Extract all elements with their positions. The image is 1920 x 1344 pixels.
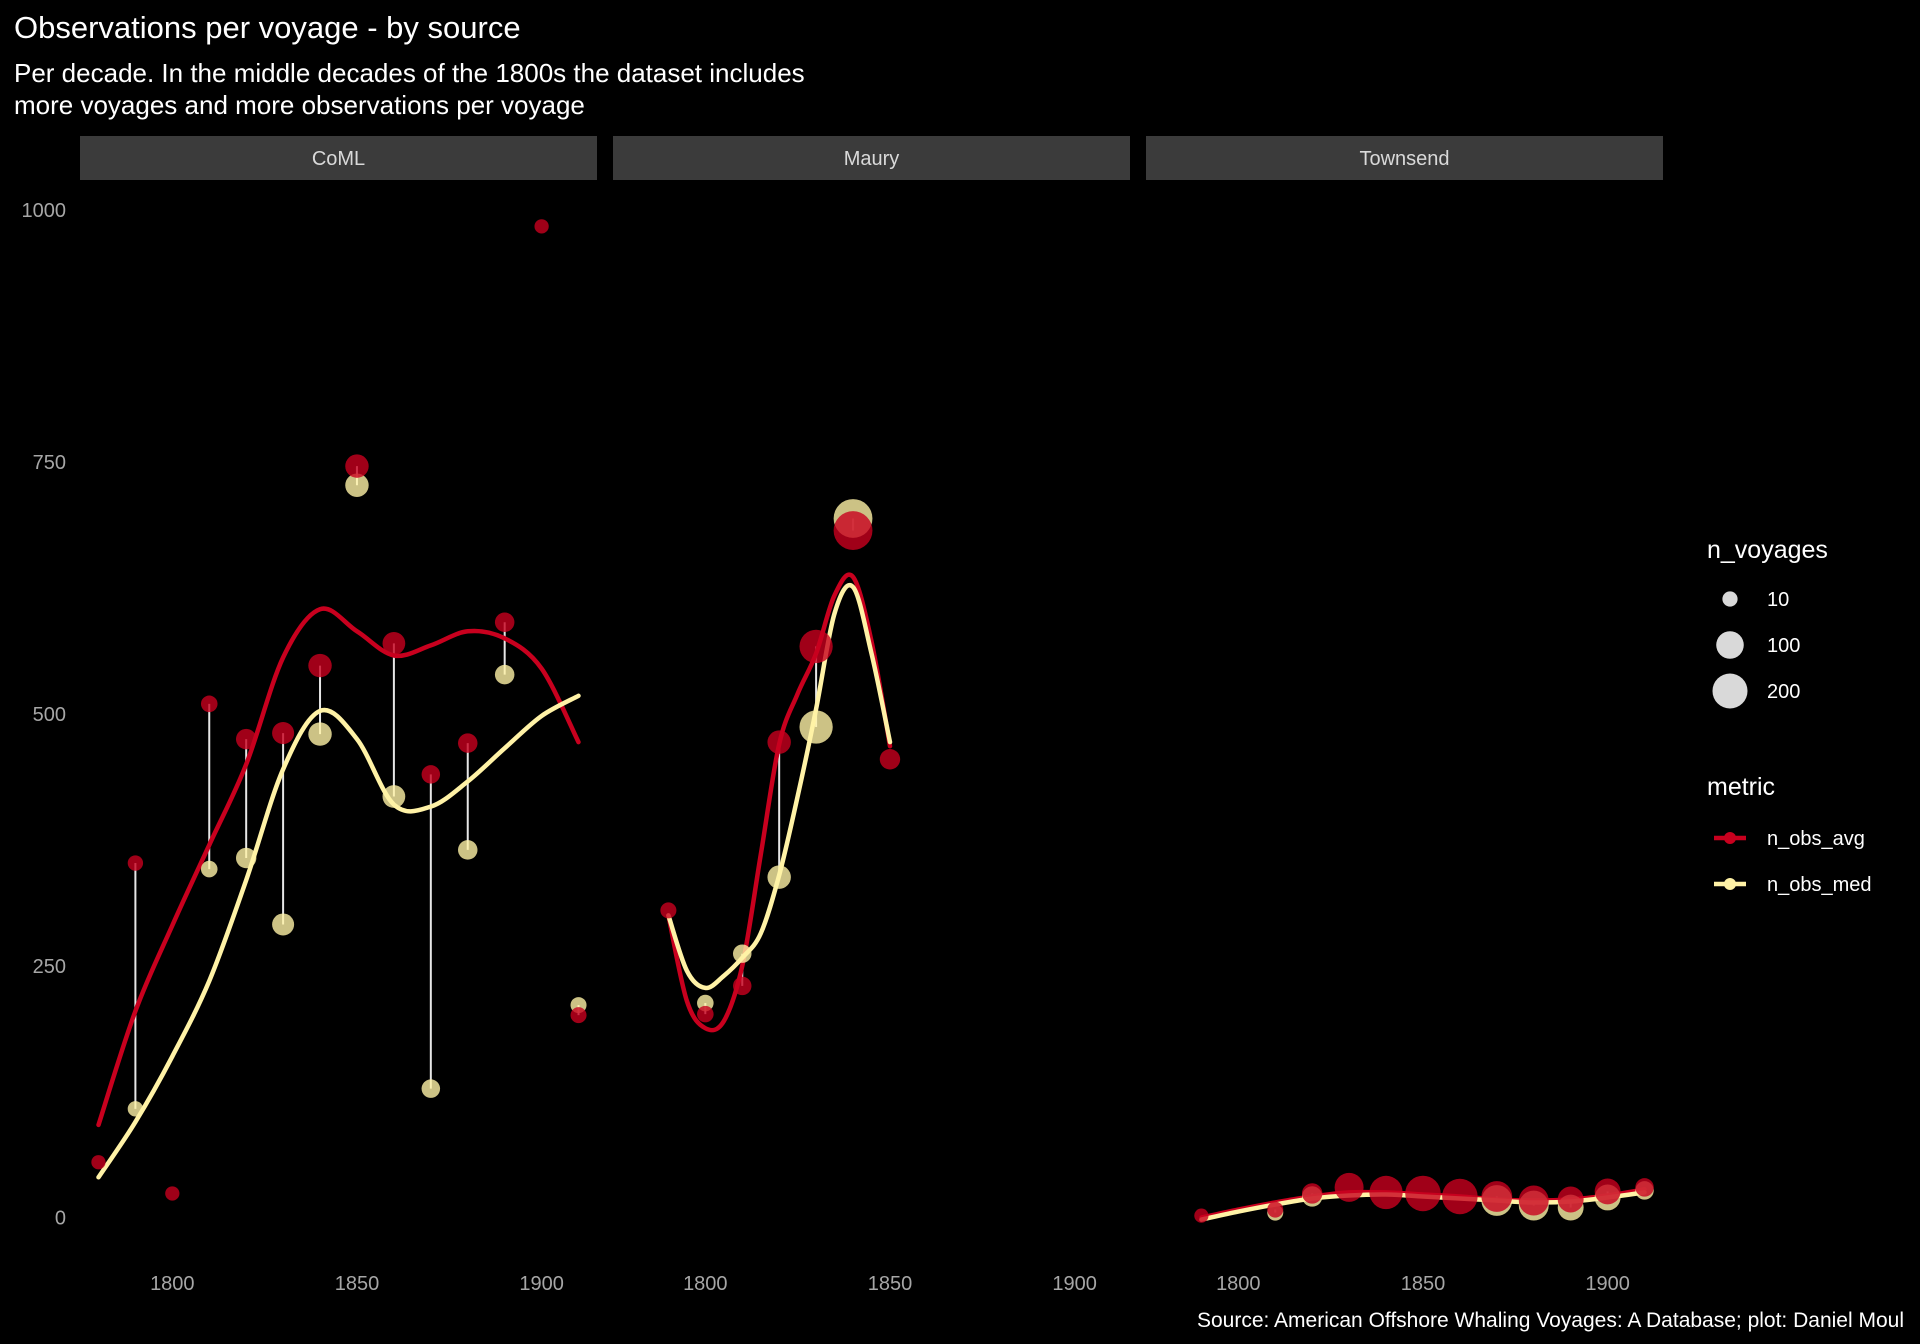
legend-size-label: 100 — [1767, 635, 1800, 657]
point-n-obs-med — [345, 473, 369, 497]
chart-subtitle-line-1: Per decade. In the middle decades of the… — [14, 58, 805, 88]
legend-size-key — [1712, 673, 1748, 709]
x-tick-label: 1850 — [1401, 1273, 1446, 1295]
point-n-obs-avg — [165, 1186, 180, 1201]
x-tick-label: 1900 — [519, 1273, 564, 1295]
point-n-obs-med — [272, 913, 295, 936]
point-n-obs-avg — [1518, 1185, 1549, 1216]
point-n-obs-avg — [1405, 1175, 1441, 1212]
x-tick-label: 1800 — [683, 1273, 728, 1295]
facet-panel-coml: CoML 1800 1850 1900 — [80, 136, 597, 1295]
smooth-line-n-obs-med — [96, 693, 581, 1180]
point-n-obs-avg — [1481, 1181, 1513, 1212]
point-n-obs-avg — [382, 632, 406, 655]
y-tick-label: 250 — [33, 956, 66, 978]
point-n-obs-avg — [458, 733, 478, 753]
point-n-obs-med — [308, 722, 332, 746]
point-n-obs-avg — [272, 722, 295, 745]
facet-strip-maury — [613, 136, 1130, 180]
y-tick-label: 500 — [33, 704, 66, 726]
x-tick-label: 1800 — [1216, 1273, 1261, 1295]
point-n-obs-avg — [1442, 1178, 1478, 1215]
point-n-obs-avg — [833, 511, 873, 550]
legend-size-label: 200 — [1767, 681, 1800, 703]
smooth-line-n-obs-med — [666, 583, 893, 991]
facet-panel-townsend: Townsend 1800 1850 1900 — [1146, 136, 1663, 1295]
x-tick-label: 1850 — [335, 1273, 380, 1295]
point-n-obs-med — [733, 944, 752, 963]
point-n-obs-avg — [1334, 1172, 1364, 1202]
point-n-obs-avg — [1369, 1175, 1403, 1210]
point-n-obs-avg — [1557, 1186, 1584, 1213]
facet-panel-maury: Maury 1800 1850 1900 — [613, 136, 1130, 1295]
point-n-obs-med — [494, 664, 515, 685]
legend-color-title: metric — [1707, 773, 1775, 801]
x-tick-label: 1900 — [1052, 1273, 1097, 1295]
point-n-obs-med — [421, 1079, 441, 1098]
legend-color-label: n_obs_avg — [1767, 828, 1865, 850]
y-tick-label: 750 — [33, 452, 66, 474]
x-tick-label: 1800 — [150, 1273, 195, 1295]
x-tick-label: 1850 — [868, 1273, 913, 1295]
point-n-obs-avg — [799, 629, 833, 664]
legend-color-key-point — [1724, 832, 1736, 844]
point-n-obs-avg — [494, 612, 515, 633]
smooth-line-n-obs-avg — [96, 606, 581, 1128]
point-n-obs-avg — [733, 976, 752, 996]
facet-strip-label: Maury — [844, 148, 900, 170]
point-n-obs-med — [799, 710, 833, 744]
point-n-obs-avg — [660, 902, 677, 919]
y-tick-label: 0 — [55, 1208, 66, 1230]
point-n-obs-med — [767, 865, 791, 889]
point-n-obs-avg — [1301, 1183, 1323, 1204]
point-n-obs-avg — [534, 219, 549, 234]
point-n-obs-avg — [421, 765, 441, 784]
facet-strip-label: CoML — [312, 148, 365, 170]
legend-color-label: n_obs_med — [1767, 874, 1872, 896]
point-n-obs-med — [127, 1101, 144, 1117]
point-n-obs-avg — [1194, 1208, 1209, 1223]
point-n-obs-avg — [235, 728, 257, 750]
legend-size-key — [1722, 591, 1738, 607]
x-tick-label: 1900 — [1585, 1273, 1630, 1295]
chart-title: Observations per voyage - by source — [14, 10, 521, 45]
point-n-obs-avg — [879, 749, 901, 770]
point-n-obs-avg — [1594, 1178, 1621, 1205]
point-n-obs-avg — [570, 1007, 587, 1024]
point-n-obs-avg — [1635, 1178, 1654, 1197]
point-n-obs-med — [200, 860, 218, 878]
facet-strip-label: Townsend — [1359, 148, 1449, 170]
point-n-obs-avg — [127, 855, 144, 871]
point-n-obs-avg — [345, 454, 369, 478]
legend-size-title: n_voyages — [1707, 536, 1828, 564]
chart-caption: Source: American Offshore Whaling Voyage… — [1197, 1309, 1904, 1332]
point-n-obs-avg — [697, 1005, 714, 1023]
facet-strip-townsend — [1146, 136, 1663, 180]
point-n-obs-med — [235, 847, 257, 869]
point-n-obs-avg — [767, 730, 791, 754]
point-n-obs-avg — [1267, 1201, 1284, 1218]
point-n-obs-avg — [91, 1155, 106, 1170]
legend: n_voyages metric 10 100 200 n_obs_avg n_obs_… — [1707, 536, 1872, 896]
point-n-obs-avg — [200, 695, 218, 713]
y-axis: 0 250 500 750 1000 — [22, 200, 67, 1229]
legend-size-label: 10 — [1767, 589, 1789, 611]
chart-subtitle-line-2: more voyages and more observations per v… — [14, 90, 585, 120]
point-n-obs-avg — [308, 653, 332, 678]
facet-strip-coml — [80, 136, 597, 180]
point-n-obs-med — [382, 785, 406, 808]
point-n-obs-med — [458, 840, 478, 860]
y-tick-label: 1000 — [22, 200, 67, 222]
legend-size-key — [1716, 631, 1744, 659]
legend-color-key-point — [1724, 878, 1736, 890]
